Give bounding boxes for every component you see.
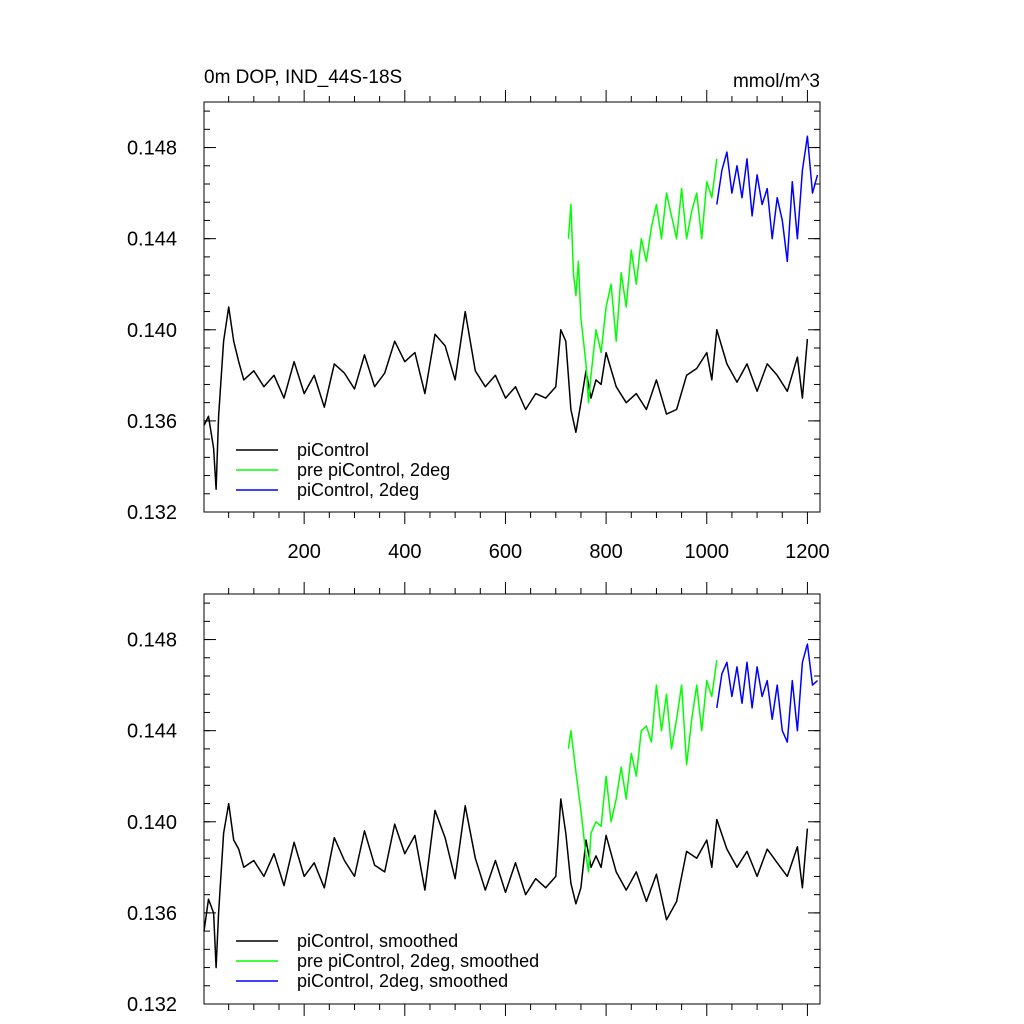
top-panel: 0m DOP, IND_44S-18S mmol/m^3 0.132 0.136 0… xyxy=(127,67,830,563)
plot-frame xyxy=(203,101,821,513)
x-tick-label: 800 xyxy=(589,541,622,563)
legend-label: piControl xyxy=(297,440,369,460)
series-line-2 xyxy=(716,135,819,263)
y-tick-label: 0.136 xyxy=(127,903,177,925)
plot-frame xyxy=(203,593,821,1005)
y-tick-label: 0.140 xyxy=(127,320,177,342)
y-tick-label: 0.140 xyxy=(127,812,177,834)
legend-label: pre piControl, 2deg xyxy=(297,460,450,480)
x-tick-label: 1000 xyxy=(685,541,730,563)
y-tick-label: 0.144 xyxy=(127,721,177,743)
legend-label: piControl, smoothed xyxy=(297,931,458,951)
bottom-panel: 0.132 0.136 0.140 0.144 0.148 piControl, smoo… xyxy=(127,582,821,1016)
series-line-0 xyxy=(203,798,809,969)
chart-title: 0m DOP, IND_44S-18S xyxy=(204,67,402,88)
units-label: mmol/m^3 xyxy=(733,71,820,92)
x-tick-label: 1200 xyxy=(785,541,830,563)
y-tick-label: 0.144 xyxy=(127,229,177,251)
legend-label: piControl, 2deg, smoothed xyxy=(297,971,508,991)
legend-label: pre piControl, 2deg, smoothed xyxy=(297,951,539,971)
y-tick-label: 0.136 xyxy=(127,411,177,433)
x-tick-label: 600 xyxy=(489,541,522,563)
series-line-1 xyxy=(567,659,718,873)
y-tick-label: 0.148 xyxy=(127,138,177,160)
series-line-2 xyxy=(716,643,819,743)
y-tick-label: 0.148 xyxy=(127,630,177,652)
series-line-0 xyxy=(203,306,809,490)
y-tick-label: 0.132 xyxy=(127,502,177,524)
series-line-1 xyxy=(567,158,718,404)
y-tick-label: 0.132 xyxy=(127,994,177,1016)
x-tick-label: 200 xyxy=(287,541,320,563)
legend-label: piControl, 2deg xyxy=(297,480,419,500)
x-tick-label: 400 xyxy=(388,541,421,563)
